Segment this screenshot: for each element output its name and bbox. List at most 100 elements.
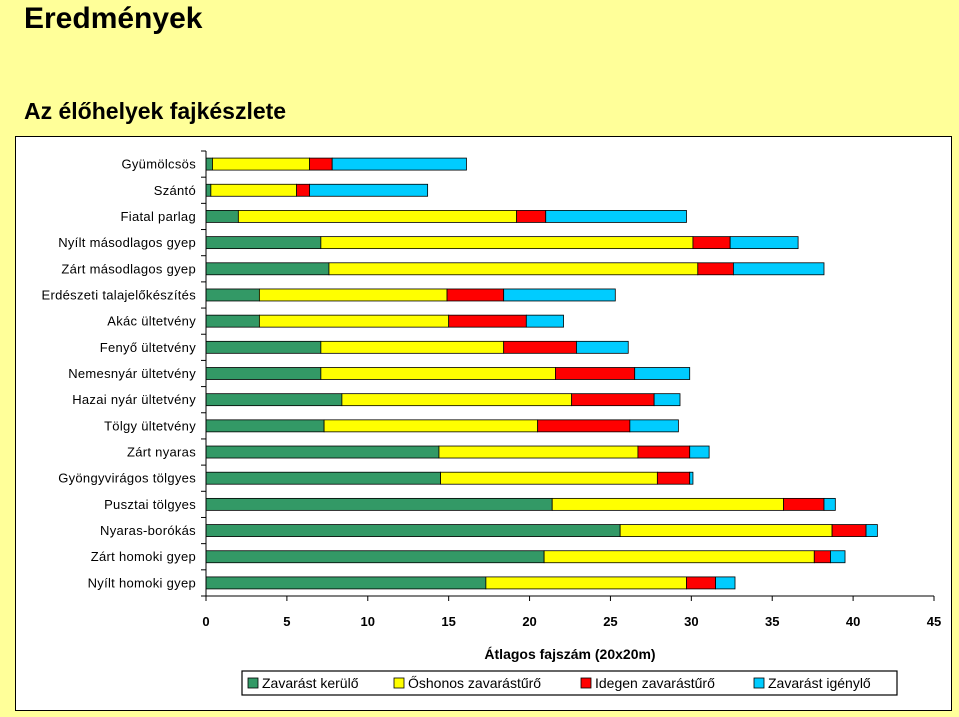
bar-segment — [653, 393, 681, 407]
bar-segment — [543, 550, 815, 564]
bar-segment — [205, 236, 322, 250]
bar-segment — [686, 576, 716, 590]
bar-segment — [331, 157, 467, 171]
x-tick-label: 35 — [765, 614, 779, 629]
category-label: Fiatal parlag — [121, 209, 196, 224]
chart-frame: Gyümölcsös Szántó Fiatal parlag Nyílt másod… — [15, 136, 952, 711]
bar-segment — [823, 497, 836, 511]
bar-segment — [545, 210, 687, 223]
legend-swatch — [753, 677, 765, 689]
legend-swatch — [247, 677, 259, 689]
bar-segment — [320, 367, 556, 380]
bar-segment — [503, 340, 577, 354]
bar-segment — [525, 314, 564, 328]
bar-segment — [323, 419, 539, 433]
legend-label: Zavarást kerülő — [262, 675, 359, 691]
bar-segment — [783, 497, 825, 511]
bar-segment — [485, 576, 687, 590]
bar-segment — [309, 157, 333, 171]
bar-segment — [296, 183, 310, 197]
x-tick-label: 45 — [927, 614, 941, 629]
category-label: Nyaras-borókás — [100, 523, 196, 538]
bar-segment — [440, 471, 658, 485]
bar-segment — [637, 445, 691, 459]
legend-box — [241, 670, 898, 696]
category-label: Gyümölcsös — [121, 157, 196, 172]
bar-segment — [309, 183, 429, 197]
bar-segment — [328, 262, 699, 276]
category-label: Nyílt homoki gyep — [88, 575, 196, 590]
bar-segment — [571, 393, 655, 407]
x-tick-label: 5 — [283, 614, 290, 629]
x-tick-label: 30 — [684, 614, 698, 629]
bar-segment — [205, 157, 213, 171]
category-label: Szántó — [154, 183, 196, 198]
x-axis-title: Átlagos fajszám (20x20m) — [484, 646, 655, 662]
legend-label: Zavarást igénylő — [768, 675, 871, 691]
bar-segment — [813, 550, 831, 564]
bar-segment — [503, 288, 616, 302]
category-label: Zárt másodlagos gyep — [61, 261, 196, 276]
bar-segment — [205, 576, 487, 590]
bar-segment — [205, 497, 553, 511]
x-tick-label: 0 — [202, 614, 209, 629]
bar-segment — [551, 497, 784, 511]
bar-segment — [865, 524, 878, 537]
x-tick-label: 20 — [522, 614, 536, 629]
bar-segment — [732, 262, 825, 276]
x-tick-label: 25 — [603, 614, 617, 629]
x-tick-label: 10 — [361, 614, 375, 629]
bar-segment — [689, 445, 710, 459]
bar-segment — [629, 419, 679, 433]
bar-segment — [205, 210, 239, 223]
bar-segment — [237, 210, 518, 223]
bar-segment — [205, 314, 260, 328]
category-label: Zárt nyaras — [127, 445, 196, 460]
legend-label: Őshonos zavarástűrő — [408, 675, 541, 691]
bar-segment — [715, 576, 736, 590]
x-tick-labels: 0 5 10 15 20 25 30 35 40 45 — [202, 614, 941, 629]
bar-segment — [697, 262, 734, 276]
category-labels: Gyümölcsös Szántó Fiatal parlag Nyílt másod… — [42, 157, 197, 591]
stacked-bar-chart: Gyümölcsös Szántó Fiatal parlag Nyílt másod… — [42, 150, 941, 696]
bar-segment — [205, 288, 260, 302]
category-label: Nemesnyár ültetvény — [68, 366, 196, 381]
bar-segment — [692, 236, 731, 250]
bar-segment — [689, 471, 694, 485]
bar-segment — [634, 367, 691, 380]
category-label: Fenyő ültetvény — [100, 340, 196, 355]
category-label: Pusztai tölgyes — [104, 497, 196, 512]
bar-segment — [448, 314, 527, 328]
bar-segment — [537, 419, 631, 433]
category-label: Hazai nyár ültetvény — [72, 392, 196, 407]
bar-segment — [830, 550, 846, 564]
bar-segment — [205, 419, 325, 433]
bar-segment — [656, 471, 691, 485]
bar-segment — [729, 236, 799, 250]
x-tick-label: 15 — [441, 614, 455, 629]
category-label: Erdészeti talajelőkészítés — [42, 287, 197, 302]
bar-segment — [210, 183, 297, 197]
bar-segment — [205, 367, 322, 380]
bar-segment — [619, 524, 833, 537]
bar-segment — [576, 340, 629, 354]
bar-segment — [205, 524, 621, 537]
bar-segment — [341, 393, 573, 407]
page-subtitle: Az élőhelyek fajkészlete — [24, 98, 287, 124]
bar-segment — [205, 183, 212, 197]
legend-swatch — [393, 677, 405, 689]
category-label: Gyöngyvirágos tölgyes — [58, 471, 196, 486]
legend: Zavarást kerülő Őshonos zavarástűrő Idegen… — [241, 670, 898, 696]
category-label: Tölgy ültetvény — [104, 418, 196, 433]
bar-segment — [205, 445, 440, 459]
bar-segment — [205, 471, 441, 485]
bar-segment — [320, 340, 505, 354]
bar-segment — [205, 340, 322, 354]
bar-segment — [555, 367, 636, 380]
category-label: Nyílt másodlagos gyep — [58, 235, 196, 250]
bar-segment — [205, 393, 343, 407]
page-title: Eredmények — [24, 2, 203, 35]
bar-segment — [516, 210, 547, 223]
legend-swatch — [580, 677, 592, 689]
bar-segment — [212, 157, 310, 171]
